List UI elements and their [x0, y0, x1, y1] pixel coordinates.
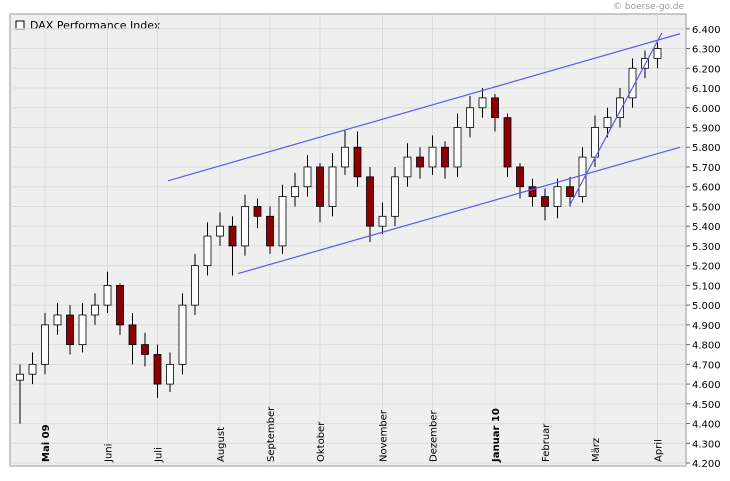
y-tick-label: 6.400 — [692, 25, 721, 36]
y-tick-label: 5.800 — [692, 143, 721, 154]
candle-body — [91, 304, 99, 316]
candle-body — [303, 166, 312, 188]
x-tick-label: Juli — [154, 447, 165, 463]
y-tick-label: 5.300 — [692, 242, 721, 253]
x-tick-label: Februar — [541, 423, 552, 462]
y-tick-label: 5.500 — [692, 202, 721, 213]
candle-body — [203, 235, 212, 267]
candle-body — [428, 146, 437, 168]
x-tick-label: April — [654, 439, 665, 462]
candle-body — [366, 176, 374, 227]
legend-box — [15, 20, 25, 30]
candle-body — [116, 284, 124, 326]
candle-body — [378, 215, 387, 227]
candle-body — [466, 107, 474, 128]
x-tick-label: November — [379, 409, 390, 462]
y-tick-label: 4.300 — [692, 439, 721, 450]
candle-body — [266, 215, 274, 247]
candle-body — [316, 166, 324, 207]
candle-body — [278, 196, 287, 247]
candle-body — [391, 176, 399, 217]
candle-body — [603, 117, 612, 128]
candle-body — [353, 146, 362, 178]
candle-body — [191, 265, 199, 306]
candle-body — [441, 146, 449, 168]
candle-body — [616, 97, 624, 119]
y-tick-label: 6.100 — [692, 84, 721, 95]
candle-body — [153, 354, 162, 385]
x-tick-label: Januar 10 — [491, 408, 502, 463]
x-tick-label: September — [266, 406, 277, 462]
candle-body — [628, 67, 637, 99]
candle-body — [541, 196, 549, 207]
y-tick-label: 4.200 — [692, 459, 721, 470]
candle-body — [453, 127, 462, 168]
y-tick-label: 4.500 — [692, 400, 721, 411]
candle-body — [166, 363, 174, 385]
trend-line — [569, 32, 663, 205]
y-tick-label: 4.400 — [692, 420, 721, 431]
x-tick-label: Juni — [104, 444, 115, 463]
chart-title: DAX Performance Index — [30, 19, 161, 32]
candle-body — [53, 314, 62, 326]
plot-area — [9, 13, 687, 467]
trend-line — [237, 146, 681, 275]
y-tick-label: 5.600 — [692, 183, 721, 194]
y-tick-label: 4.800 — [692, 341, 721, 352]
trend-line — [167, 33, 681, 182]
y-tick-label: 6.300 — [692, 45, 721, 56]
candle-body — [228, 225, 237, 247]
candle-body — [328, 166, 337, 207]
candle-body — [341, 146, 349, 168]
candle-body — [653, 48, 662, 59]
y-tick-label: 5.000 — [692, 301, 721, 312]
y-tick-label: 6.000 — [692, 104, 721, 115]
y-tick-label: 5.700 — [692, 163, 721, 174]
candle-body — [41, 324, 49, 365]
x-tick-label: März — [591, 438, 602, 462]
x-tick-label: August — [216, 427, 227, 462]
candle-body — [578, 156, 587, 197]
x-tick-label: Oktober — [316, 421, 327, 462]
candle-body — [528, 186, 537, 197]
candle-body — [291, 186, 299, 197]
candle-body — [178, 304, 187, 365]
y-tick-label: 5.400 — [692, 222, 721, 233]
x-tick-label: Mai 09 — [41, 424, 52, 462]
y-tick-label: 5.200 — [692, 262, 721, 273]
y-tick-label: 5.100 — [692, 281, 721, 292]
x-tick-label: Dezember — [429, 410, 440, 462]
candle-body — [241, 206, 249, 247]
candle-body — [103, 284, 112, 306]
candle-body — [66, 314, 74, 346]
y-tick-label: 4.900 — [692, 321, 721, 332]
candle-body — [566, 186, 574, 197]
candle-body — [28, 363, 37, 375]
candle-body — [128, 324, 137, 346]
y-tick-label: 4.700 — [692, 360, 721, 371]
y-tick-label: 6.200 — [692, 64, 721, 75]
source: © boerse-go.de — [613, 2, 684, 12]
candle-body — [516, 166, 524, 188]
candle-body — [503, 117, 512, 168]
candle-body — [403, 156, 412, 178]
candle-body — [253, 206, 262, 217]
candle-body — [491, 97, 499, 119]
candle-body — [78, 314, 87, 346]
y-tick-label: 5.900 — [692, 123, 721, 134]
candle-body — [141, 344, 149, 355]
y-tick-label: 4.600 — [692, 380, 721, 391]
candle-body — [553, 186, 562, 207]
candle-body — [478, 97, 487, 109]
candle-body — [216, 225, 224, 237]
candle-body — [16, 373, 24, 381]
candle-body — [416, 156, 424, 168]
